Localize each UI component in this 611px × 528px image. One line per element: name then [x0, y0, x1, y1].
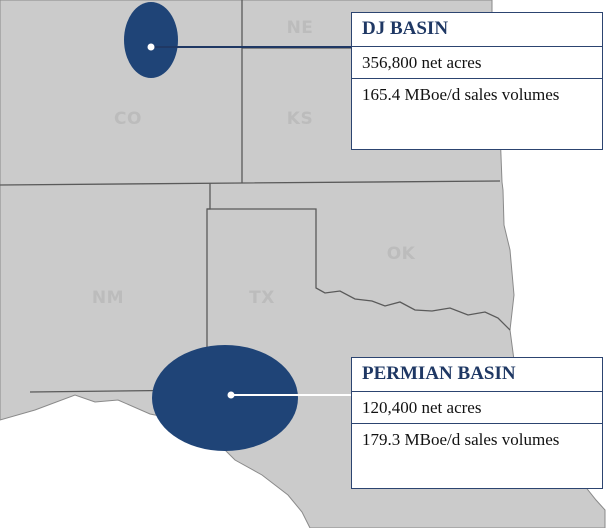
permian-basin-title: PERMIAN BASIN	[352, 358, 602, 392]
dj-basin-sales-volumes: 165.4 MBoe/d sales volumes	[352, 78, 602, 110]
dj-basin-area	[124, 2, 178, 78]
state-label-ks: KS	[287, 109, 313, 129]
state-label-ne: NE	[287, 18, 314, 38]
permian-basin-sales-volumes: 179.3 MBoe/d sales volumes	[352, 423, 602, 455]
state-label-tx: TX	[249, 288, 275, 308]
permian-basin-area	[152, 345, 298, 451]
permian-basin-marker	[227, 391, 235, 399]
dj-basin-title: DJ BASIN	[352, 13, 602, 47]
permian-basin-net-acres: 120,400 net acres	[362, 398, 482, 417]
dj-basin-callout: DJ BASIN 356,800 net acres 165.4 MBoe/d …	[351, 12, 603, 150]
permian-basin-callout: PERMIAN BASIN 120,400 net acres 179.3 MB…	[351, 357, 603, 489]
dj-basin-net-acres: 356,800 net acres	[362, 53, 482, 72]
state-label-ok: OK	[387, 244, 416, 264]
state-label-nm: NM	[92, 288, 124, 308]
dj-basin-marker	[147, 43, 155, 51]
border-co-nm	[0, 180, 501, 186]
state-label-co: CO	[114, 109, 142, 129]
border-tx-ok	[207, 208, 511, 331]
